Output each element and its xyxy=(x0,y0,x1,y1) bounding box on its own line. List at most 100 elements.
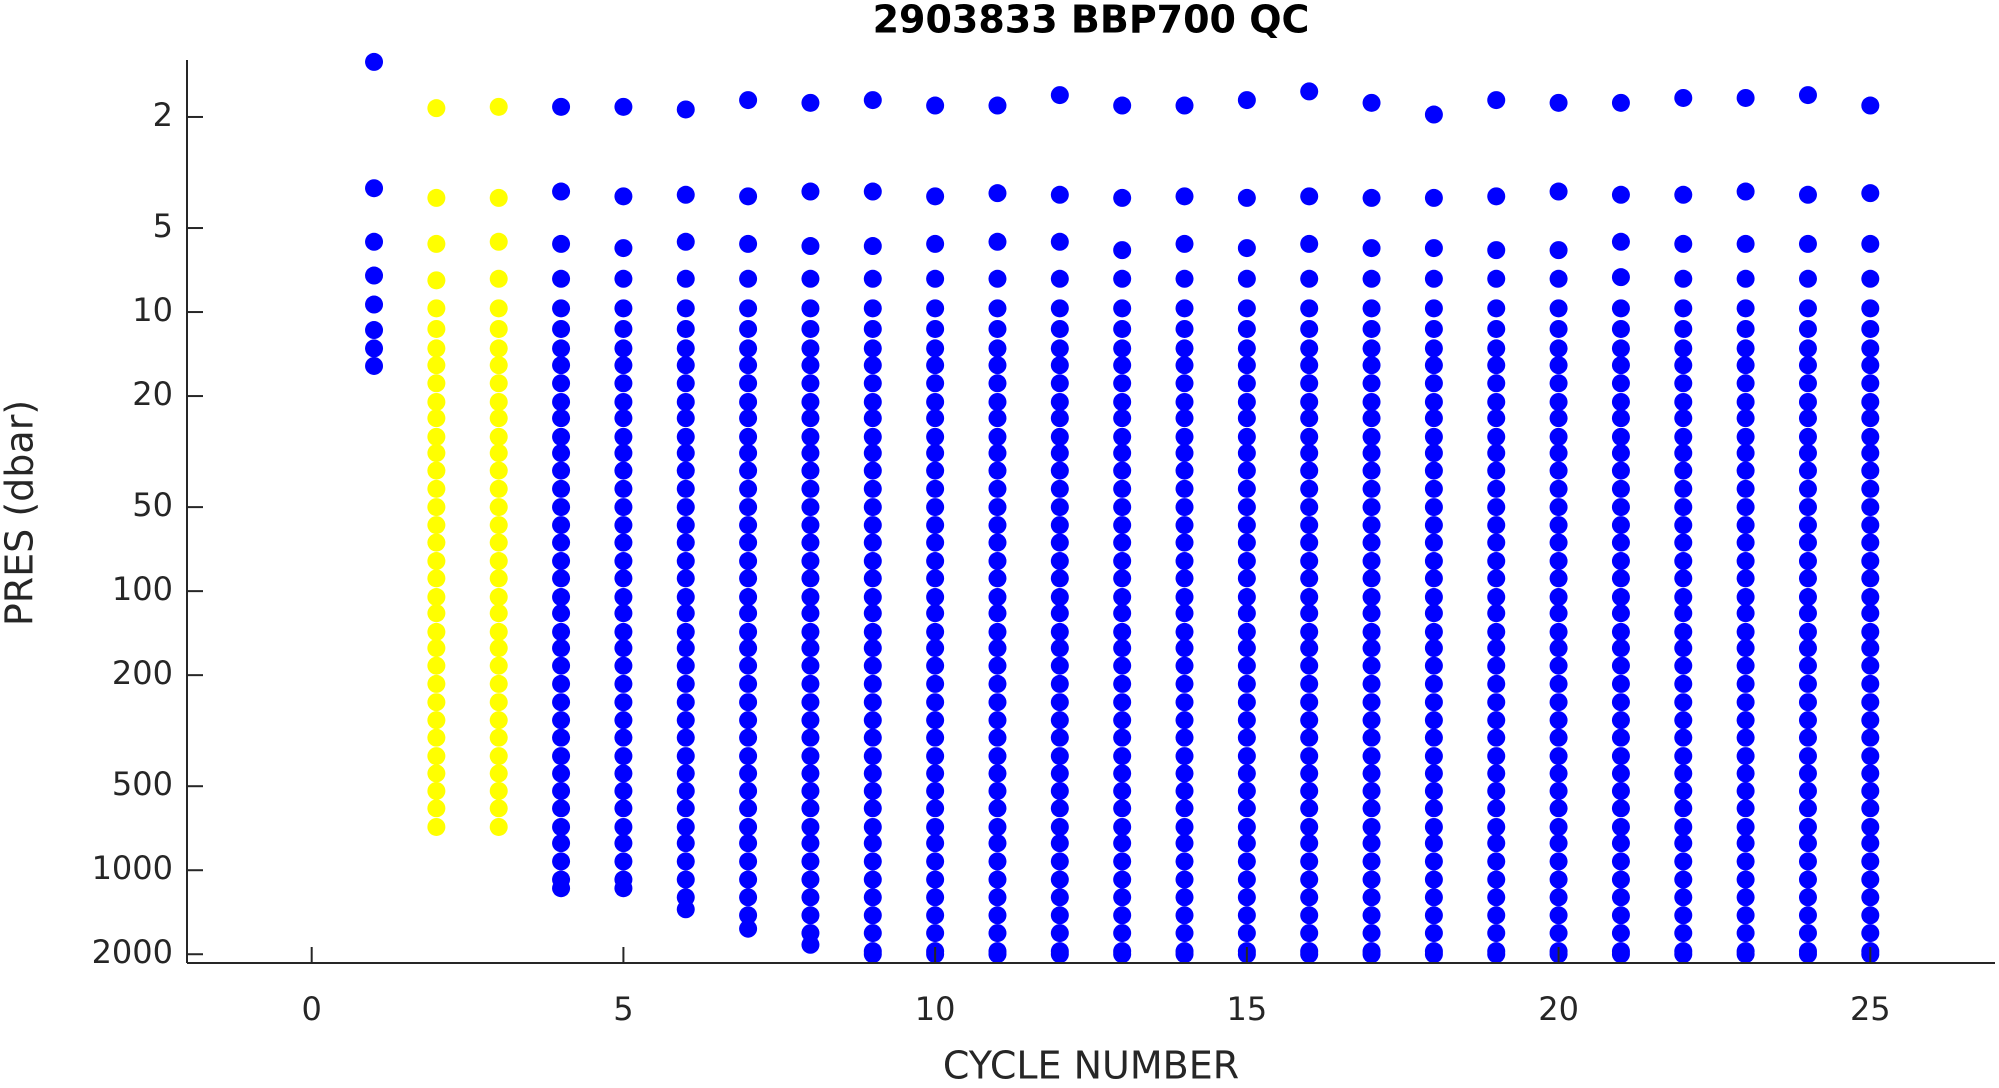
data-point xyxy=(1362,479,1381,498)
data-point xyxy=(614,834,633,853)
data-point xyxy=(614,747,633,766)
data-point xyxy=(863,747,882,766)
data-point xyxy=(801,639,820,658)
data-point xyxy=(1736,817,1755,836)
data-point xyxy=(552,409,571,428)
data-point xyxy=(1736,764,1755,783)
x-axis-label: CYCLE NUMBER xyxy=(943,1044,1239,1088)
data-point xyxy=(1861,656,1880,675)
data-point xyxy=(1175,639,1194,658)
data-point xyxy=(1798,834,1817,853)
data-point xyxy=(1549,319,1568,338)
data-point xyxy=(988,299,1007,318)
data-point xyxy=(1736,834,1755,853)
data-point xyxy=(988,747,1007,766)
data-point xyxy=(1113,409,1132,428)
data-point xyxy=(1175,834,1194,853)
data-point xyxy=(739,656,758,675)
data-point xyxy=(1424,498,1443,517)
data-point xyxy=(863,781,882,800)
data-point xyxy=(1300,374,1319,393)
data-point xyxy=(863,498,882,517)
data-point xyxy=(1237,552,1256,571)
data-point xyxy=(1050,728,1069,747)
data-point xyxy=(552,339,571,358)
data-point xyxy=(1362,639,1381,658)
data-point xyxy=(614,817,633,836)
data-point xyxy=(1487,945,1506,964)
data-point xyxy=(676,516,695,535)
data-point xyxy=(1611,945,1630,964)
data-point xyxy=(676,339,695,358)
data-point xyxy=(1050,693,1069,712)
data-point xyxy=(1736,299,1755,318)
data-point xyxy=(1424,906,1443,925)
data-point xyxy=(1861,693,1880,712)
data-point xyxy=(988,533,1007,552)
data-point xyxy=(552,516,571,535)
data-point xyxy=(1175,799,1194,818)
data-point xyxy=(1113,533,1132,552)
data-point xyxy=(926,187,945,206)
data-point xyxy=(1736,888,1755,907)
data-point xyxy=(1798,479,1817,498)
data-point xyxy=(739,409,758,428)
data-point xyxy=(552,674,571,693)
data-point xyxy=(427,569,446,588)
data-point xyxy=(739,569,758,588)
data-point xyxy=(1611,674,1630,693)
data-point xyxy=(739,588,758,607)
data-point xyxy=(1611,799,1630,818)
data-point xyxy=(1362,924,1381,943)
data-point xyxy=(1674,870,1693,889)
data-point xyxy=(1798,817,1817,836)
data-point xyxy=(1611,906,1630,925)
data-point xyxy=(1487,781,1506,800)
data-point xyxy=(552,747,571,766)
data-point xyxy=(1237,444,1256,463)
data-point xyxy=(1861,96,1880,115)
data-point xyxy=(1736,356,1755,375)
data-point xyxy=(1362,427,1381,446)
data-point xyxy=(1050,906,1069,925)
data-point xyxy=(1861,269,1880,288)
data-point xyxy=(1050,588,1069,607)
data-point xyxy=(1113,817,1132,836)
data-point xyxy=(489,444,508,463)
data-point xyxy=(1113,622,1132,641)
data-point xyxy=(1487,444,1506,463)
data-point xyxy=(863,392,882,411)
data-point xyxy=(1362,604,1381,623)
data-point xyxy=(1424,269,1443,288)
data-point xyxy=(1175,339,1194,358)
data-point xyxy=(1362,588,1381,607)
data-point xyxy=(1050,569,1069,588)
data-point xyxy=(427,764,446,783)
data-point xyxy=(926,269,945,288)
data-point xyxy=(1362,319,1381,338)
data-point xyxy=(614,409,633,428)
data-point xyxy=(926,409,945,428)
data-point xyxy=(1113,870,1132,889)
data-point xyxy=(1300,356,1319,375)
data-point xyxy=(1674,693,1693,712)
data-point xyxy=(1861,711,1880,730)
data-point xyxy=(739,461,758,480)
data-point xyxy=(427,339,446,358)
data-point xyxy=(1050,339,1069,358)
data-point xyxy=(1424,764,1443,783)
data-point xyxy=(1487,870,1506,889)
data-point xyxy=(614,444,633,463)
data-point xyxy=(1113,604,1132,623)
data-point xyxy=(1175,888,1194,907)
data-point xyxy=(552,498,571,517)
data-point xyxy=(1798,639,1817,658)
data-point xyxy=(1300,622,1319,641)
data-point xyxy=(926,852,945,871)
data-point xyxy=(1050,888,1069,907)
data-point xyxy=(1736,622,1755,641)
data-point xyxy=(1113,444,1132,463)
data-point xyxy=(1611,533,1630,552)
data-point xyxy=(1362,516,1381,535)
data-point xyxy=(1487,639,1506,658)
